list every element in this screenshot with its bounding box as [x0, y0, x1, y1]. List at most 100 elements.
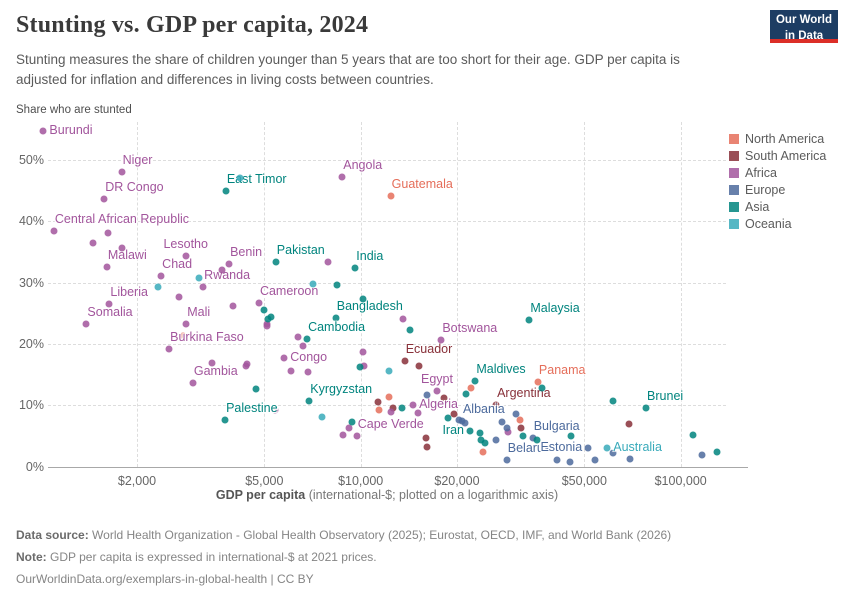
data-point-estonia[interactable] — [584, 444, 592, 452]
data-point[interactable] — [414, 409, 422, 417]
data-point-benin[interactable] — [225, 260, 233, 268]
data-point[interactable] — [154, 283, 162, 291]
data-point-central-african-republic[interactable] — [50, 227, 58, 235]
data-point-palestine[interactable] — [221, 416, 229, 424]
data-point[interactable] — [385, 393, 393, 401]
legend-item-oceania[interactable]: Oceania — [729, 215, 826, 232]
data-point-botswana[interactable] — [437, 336, 445, 344]
data-point[interactable] — [304, 368, 312, 376]
data-point[interactable] — [345, 424, 353, 432]
data-point-guatemala[interactable] — [387, 192, 395, 200]
data-point[interactable] — [625, 420, 633, 428]
data-point[interactable] — [318, 413, 326, 421]
data-point-iran[interactable] — [466, 427, 474, 435]
data-point-panama[interactable] — [534, 378, 542, 386]
data-point-kyrgyzstan[interactable] — [305, 397, 313, 405]
data-point[interactable] — [179, 332, 187, 340]
footer-link[interactable]: OurWorldinData.org/exemplars-in-global-h… — [16, 572, 314, 587]
data-point[interactable] — [309, 280, 317, 288]
owid-logo[interactable]: Our World in Data — [770, 10, 838, 43]
data-point[interactable] — [519, 432, 527, 440]
data-point-angola[interactable] — [338, 173, 346, 181]
data-point-australia[interactable] — [603, 444, 611, 452]
data-point[interactable] — [385, 367, 393, 375]
data-point-brunei[interactable] — [642, 404, 650, 412]
data-point[interactable] — [359, 348, 367, 356]
data-point[interactable] — [360, 362, 368, 370]
data-point[interactable] — [374, 398, 382, 406]
data-point-lesotho[interactable] — [182, 252, 190, 260]
data-point[interactable] — [89, 239, 97, 247]
data-point[interactable] — [229, 302, 237, 310]
data-point[interactable] — [375, 406, 383, 414]
data-point[interactable] — [516, 416, 524, 424]
data-point[interactable] — [324, 258, 332, 266]
data-point[interactable] — [713, 448, 721, 456]
data-point[interactable] — [444, 414, 452, 422]
data-point-malaysia[interactable] — [525, 316, 533, 324]
data-point[interactable] — [461, 419, 469, 427]
data-point[interactable] — [294, 333, 302, 341]
data-point[interactable] — [356, 363, 364, 371]
data-point[interactable] — [389, 404, 397, 412]
data-point-somalia[interactable] — [82, 320, 90, 328]
data-point[interactable] — [503, 424, 511, 432]
data-point-east-timor[interactable] — [222, 187, 230, 195]
data-point[interactable] — [476, 429, 484, 437]
data-point-malawi[interactable] — [103, 263, 111, 271]
data-point-bangladesh[interactable] — [332, 314, 340, 322]
data-point-maldives[interactable] — [471, 377, 479, 385]
data-point[interactable] — [299, 342, 307, 350]
data-point[interactable] — [517, 424, 525, 432]
data-point[interactable] — [609, 397, 617, 405]
data-point-burkina-faso[interactable] — [165, 345, 173, 353]
data-point[interactable] — [422, 434, 430, 442]
data-point[interactable] — [689, 431, 697, 439]
legend-item-europe[interactable]: Europe — [729, 181, 826, 198]
legend-item-south-america[interactable]: South America — [729, 147, 826, 164]
data-point[interactable] — [339, 431, 347, 439]
data-point-cameroon[interactable] — [255, 299, 263, 307]
legend-item-africa[interactable]: Africa — [729, 164, 826, 181]
data-point[interactable] — [236, 174, 244, 182]
data-point[interactable] — [467, 384, 475, 392]
data-point[interactable] — [462, 390, 470, 398]
legend-item-asia[interactable]: Asia — [729, 198, 826, 215]
data-point[interactable] — [455, 416, 463, 424]
data-point[interactable] — [440, 394, 448, 402]
data-point[interactable] — [626, 455, 634, 463]
data-point[interactable] — [104, 229, 112, 237]
data-point-rwanda[interactable] — [199, 283, 207, 291]
data-point-mali[interactable] — [182, 320, 190, 328]
data-point[interactable] — [492, 436, 500, 444]
data-point[interactable] — [423, 391, 431, 399]
data-point[interactable] — [477, 436, 485, 444]
data-point[interactable] — [333, 281, 341, 289]
data-point[interactable] — [263, 322, 271, 329]
data-point[interactable] — [175, 293, 183, 301]
data-point[interactable] — [553, 456, 561, 464]
data-point-cape-verde[interactable] — [353, 432, 361, 440]
data-point[interactable] — [398, 404, 406, 412]
data-point-egypt[interactable] — [433, 387, 441, 395]
data-point[interactable] — [243, 360, 251, 368]
data-point-gambia[interactable] — [189, 379, 197, 387]
data-point[interactable] — [415, 362, 423, 370]
data-point-algeria[interactable] — [409, 401, 417, 409]
data-point[interactable] — [399, 315, 407, 323]
data-point[interactable] — [450, 410, 458, 418]
data-point-niger[interactable] — [118, 168, 126, 176]
data-point-ecuador[interactable] — [401, 357, 409, 365]
data-point[interactable] — [566, 458, 574, 466]
data-point[interactable] — [512, 410, 520, 418]
data-point-liberia[interactable] — [105, 300, 113, 308]
data-point[interactable] — [287, 367, 295, 375]
data-point[interactable] — [260, 306, 268, 314]
data-point[interactable] — [195, 274, 203, 282]
data-point[interactable] — [591, 456, 599, 464]
data-point[interactable] — [698, 451, 706, 459]
data-point[interactable] — [406, 326, 414, 334]
data-point[interactable] — [423, 443, 431, 451]
data-point[interactable] — [481, 439, 489, 447]
data-point-burundi[interactable] — [39, 127, 47, 135]
